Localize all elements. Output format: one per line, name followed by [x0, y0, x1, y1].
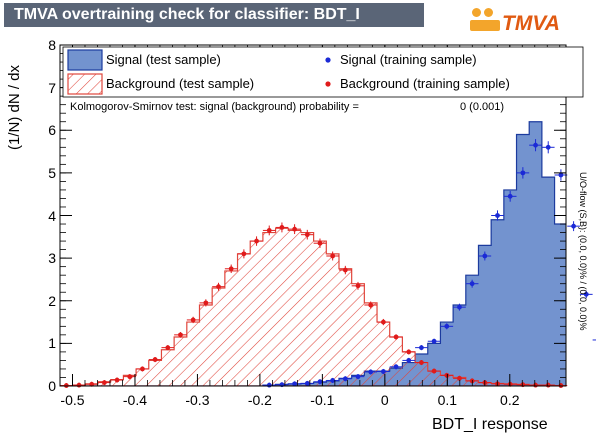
background-training-point	[228, 266, 234, 272]
background-training-point	[279, 225, 285, 230]
background-training-point	[89, 381, 95, 387]
signal-training-point	[520, 170, 526, 176]
background-training-point	[178, 332, 183, 338]
legend-background-training-marker	[325, 81, 331, 87]
legend-background-training-label: Background (training sample)	[340, 76, 510, 91]
x-axis-label: BDT_I response	[432, 416, 548, 433]
x-tick-label: -0.1	[310, 392, 335, 408]
x-tick-label: 0.1	[437, 392, 458, 408]
signal-training-point	[330, 378, 336, 383]
y-tick-label: 5	[48, 164, 56, 181]
signal-training-point	[431, 338, 437, 344]
title-banner: TMVA overtraining check for classifier: …	[4, 3, 424, 27]
legend-signal-test-swatch	[67, 49, 103, 71]
x-tick-label: -0.3	[185, 392, 210, 408]
y-tick-label: 8	[48, 37, 56, 53]
background-training-point	[419, 360, 424, 365]
signal-training-point	[571, 223, 576, 229]
background-training-point	[114, 377, 120, 383]
x-tick-label: -0.4	[122, 392, 148, 408]
signal-training-point	[558, 172, 564, 178]
legend-box	[62, 46, 584, 98]
background-training-point	[127, 374, 133, 380]
signal-training-point	[482, 253, 488, 259]
background-training-point	[304, 232, 310, 238]
background-training-point	[406, 349, 412, 355]
plot-area	[59, 44, 596, 388]
background-training-point	[317, 240, 323, 246]
y-tick-label: 7	[48, 79, 56, 96]
background-training-point	[355, 283, 361, 289]
signal-training-point	[355, 374, 361, 380]
background-training-point	[76, 382, 82, 388]
background-training-point	[457, 375, 462, 381]
y-tick-label: 4	[48, 207, 56, 224]
background-training-point	[101, 380, 107, 385]
tmva-logo: TMVA	[466, 4, 576, 40]
signal-training-point	[406, 358, 412, 363]
x-tick-label: 0.2	[500, 392, 520, 408]
signal-training-point	[583, 291, 589, 297]
signal-training-point	[495, 213, 500, 218]
ks-test-label: Kolmogorov-Smirnov test: signal (backgro…	[70, 101, 359, 113]
background-training-point	[140, 366, 145, 372]
signal-training-point	[469, 281, 475, 287]
legend-signal-test-label: Signal (test sample)	[106, 52, 221, 67]
background-training-point	[431, 368, 437, 374]
signal-training-point	[545, 144, 551, 150]
legend-background-test-swatch	[67, 73, 103, 95]
logo-text: TMVA	[502, 12, 560, 35]
signal-training-point	[317, 379, 323, 385]
y-tick-label: 2	[48, 292, 56, 309]
ks-test-value: 0 (0.001)	[460, 101, 505, 113]
y-tick-label: 0	[48, 378, 56, 394]
signal-training-point	[393, 364, 399, 370]
background-training-point	[165, 345, 171, 351]
signal-training-point	[304, 381, 310, 386]
logo-dot-1	[472, 8, 481, 17]
overflow-note: U/O-flow (S,B): (0.0, 0.0)% / (0.0, 0.0)…	[578, 172, 588, 331]
signal-training-point	[444, 323, 450, 329]
signal-training-point	[368, 369, 374, 375]
signal-training-point	[457, 304, 462, 310]
background-training-point	[241, 251, 247, 257]
background-training-point	[444, 372, 450, 378]
legend-signal-training-marker	[325, 57, 331, 63]
x-tick-label: 0	[380, 392, 389, 408]
background-training-point	[266, 228, 272, 233]
background-training-point	[254, 238, 259, 244]
background-training-point	[380, 319, 386, 325]
signal-training-point	[380, 369, 386, 374]
chart-title: TMVA overtraining check for classifier: …	[14, 6, 360, 23]
signal-training-point	[342, 376, 348, 382]
background-training-point	[203, 300, 209, 306]
signal-training-point	[292, 381, 298, 387]
signal-training-point	[266, 382, 272, 388]
signal-training-point	[507, 193, 513, 199]
background-training-point	[545, 382, 551, 388]
background-training-point	[342, 267, 348, 273]
y-tick-label: 3	[48, 250, 56, 267]
background-training-point	[190, 317, 196, 323]
y-axis-label: (1/N) dN / dx	[6, 64, 23, 150]
y-tick-label: 1	[48, 335, 56, 352]
background-training-point	[330, 253, 336, 259]
background-training-point	[393, 334, 399, 340]
background-training-point	[368, 302, 374, 308]
x-tick-label: -0.5	[60, 392, 85, 408]
legend-signal-training-label: Signal (training sample)	[340, 52, 477, 67]
logo-dot-2	[484, 8, 493, 17]
signal-training-point	[419, 345, 424, 351]
logo-bar	[470, 20, 500, 31]
x-tick-label: -0.2	[247, 392, 272, 408]
background-training-point	[292, 226, 298, 232]
signal-training-point	[533, 142, 538, 148]
background-training-point	[152, 357, 158, 362]
background-training-point	[533, 382, 538, 388]
legend-background-test-label: Background (test sample)	[106, 76, 255, 91]
y-tick-label: 6	[48, 122, 56, 139]
background-training-point	[216, 284, 221, 290]
